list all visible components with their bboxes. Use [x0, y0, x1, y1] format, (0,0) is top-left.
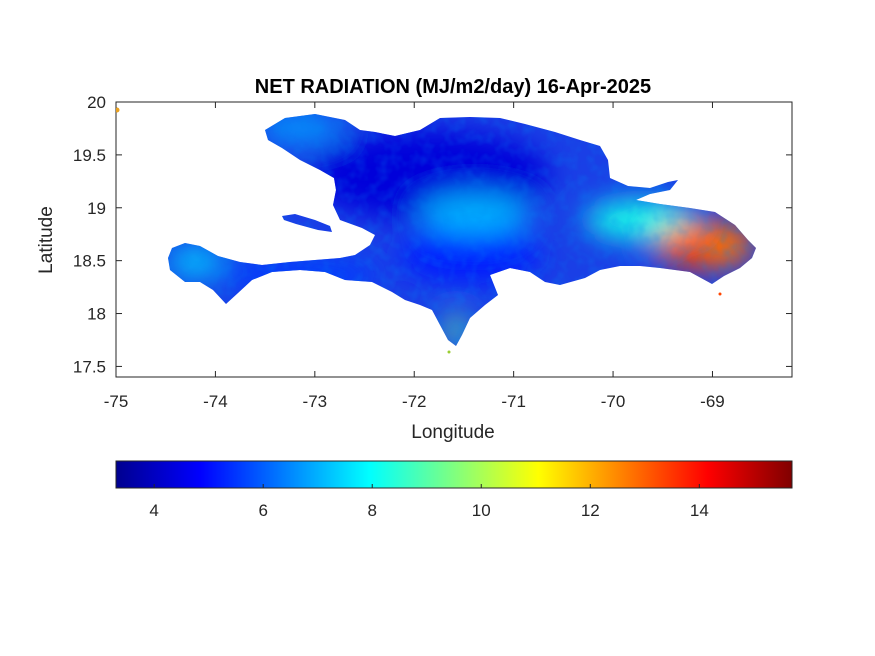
x-tick-label: -71: [501, 392, 526, 411]
x-tick-label: -70: [601, 392, 626, 411]
colorbar-tick-label: 6: [258, 501, 267, 520]
y-tick-label: 20: [87, 93, 106, 112]
x-tick-label: -69: [700, 392, 725, 411]
y-tick-label: 19: [87, 199, 106, 218]
x-tick-label: -74: [203, 392, 228, 411]
islet-northwest: [116, 107, 120, 113]
y-tick-label: 19.5: [73, 146, 106, 165]
colorbar-tick-label: 10: [472, 501, 491, 520]
colorbar-tick-label: 8: [367, 501, 376, 520]
y-tick-label: 18: [87, 305, 106, 324]
colorbar: [115, 460, 793, 489]
islet-south: [447, 350, 451, 354]
colorbar-tick-label: 4: [149, 501, 158, 520]
x-tick-label: -73: [303, 392, 328, 411]
x-axis-label: Longitude: [411, 422, 494, 443]
y-tick-label: 18.5: [73, 252, 106, 271]
x-tick-label: -72: [402, 392, 427, 411]
colorbar-tick-label: 14: [690, 501, 709, 520]
chart-title: NET RADIATION (MJ/m2/day) 16-Apr-2025: [255, 76, 651, 98]
x-tick-label: -75: [104, 392, 129, 411]
islet-southeast: [718, 292, 722, 296]
colorbar-tick-label: 12: [581, 501, 600, 520]
y-tick-label: 17.5: [73, 357, 106, 376]
y-axis-label: Latitude: [36, 206, 57, 274]
